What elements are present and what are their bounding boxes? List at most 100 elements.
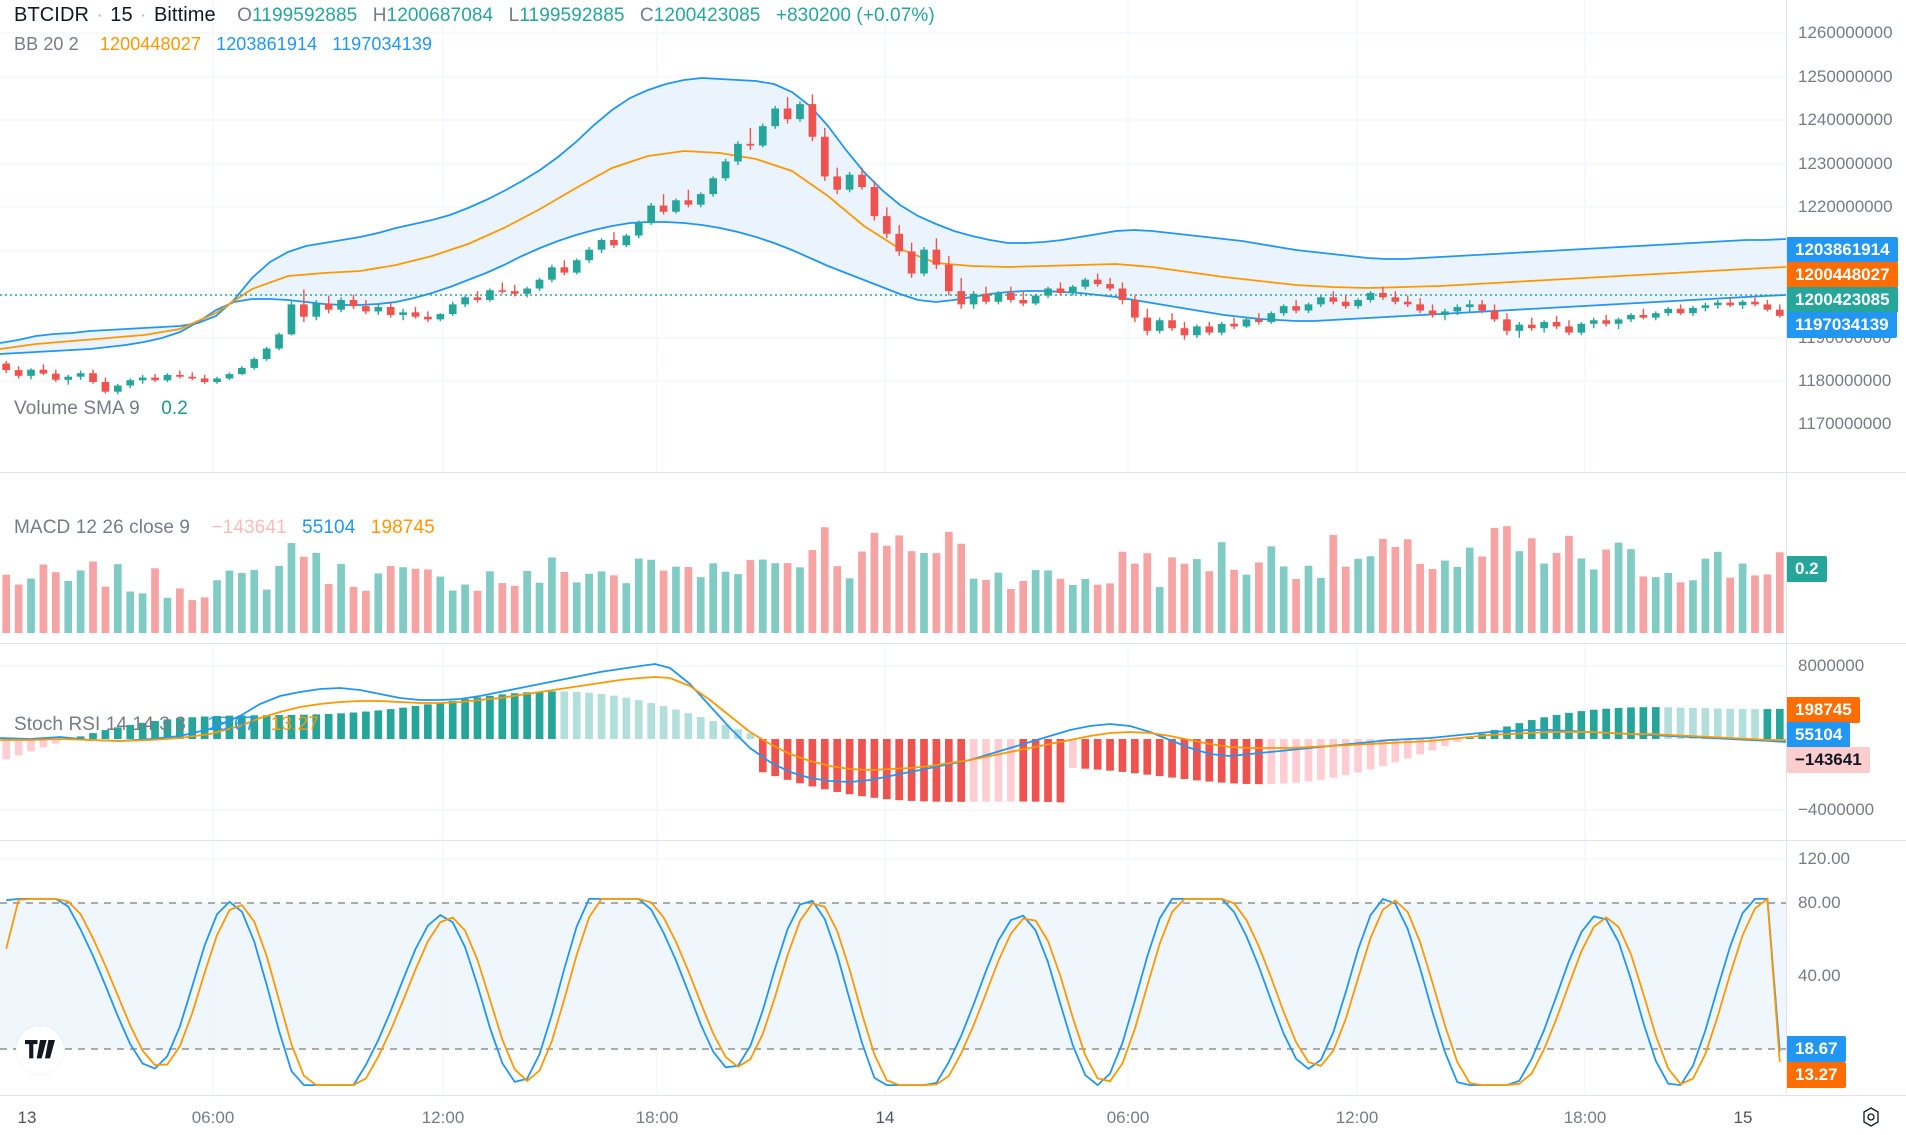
macd-histogram-bar <box>374 710 383 739</box>
volume-bar <box>1193 559 1201 633</box>
macd-chart-svg[interactable] <box>0 644 1786 840</box>
candle-body <box>1354 299 1362 307</box>
candle-body <box>659 205 668 212</box>
candle-body <box>1478 304 1486 311</box>
candle-body <box>1627 314 1635 320</box>
macd-histogram-bar <box>1217 739 1226 783</box>
volume-bar <box>250 569 259 633</box>
volume-bar <box>300 556 308 633</box>
volume-bar <box>1056 578 1065 633</box>
stoch-label[interactable]: Stoch RSI 14 14 3 3 <box>14 714 186 735</box>
pane-divider <box>0 472 1906 473</box>
candle-body <box>1230 323 1238 327</box>
candle-body <box>1664 308 1673 314</box>
volume-label[interactable]: Volume SMA 9 <box>14 398 140 419</box>
session-settings-icon[interactable] <box>1860 1106 1882 1128</box>
volume-axis[interactable]: 0.2 <box>1786 473 1906 643</box>
stoch-rsi-pane[interactable] <box>0 841 1786 1094</box>
macd-histogram-bar <box>672 709 680 739</box>
macd-legend[interactable]: MACD 12 26 close 9 −143641 55104 198745 <box>14 517 435 539</box>
volume-chart-svg[interactable] <box>0 473 1786 643</box>
volume-bar <box>1453 566 1462 633</box>
candle-body <box>1081 279 1090 287</box>
candle-body <box>2 363 11 371</box>
volume-bar <box>1168 557 1176 633</box>
pane-divider <box>0 643 1906 644</box>
macd-histogram-bar <box>126 724 135 739</box>
bb-lower-badge[interactable]: 1197034139 <box>1786 312 1897 338</box>
macd-histogram-bar <box>1031 739 1040 802</box>
volume-bar <box>1763 574 1772 633</box>
candle-body <box>386 307 395 315</box>
tradingview-logo[interactable] <box>16 1026 64 1074</box>
symbol-ticker[interactable]: BTCIDR <box>14 4 90 26</box>
volume-bar <box>1565 535 1573 633</box>
price-pane[interactable] <box>0 0 1786 472</box>
stoch-d-badge[interactable]: 13.27 <box>1786 1062 1846 1088</box>
volume-bar <box>486 571 494 633</box>
macd-histogram-bar <box>213 716 221 739</box>
candle-body <box>1217 323 1226 333</box>
volume-bar <box>932 553 941 633</box>
candle-body <box>27 369 35 376</box>
macd-histogram-bar <box>1019 739 1028 802</box>
volume-value-badge[interactable]: 0.2 <box>1786 556 1827 582</box>
candle-body <box>1540 322 1548 329</box>
candle-body <box>498 290 507 292</box>
bb-upper-badge[interactable]: 1203861914 <box>1786 237 1898 263</box>
volume-bar <box>1155 587 1164 633</box>
bollinger-bands-legend[interactable]: BB 20 2 1200448027 1203861914 1197034139 <box>14 34 432 55</box>
candle-body <box>634 223 643 236</box>
volume-bar <box>1205 571 1214 633</box>
volume-bar <box>1527 538 1536 633</box>
macd-histogram-bar <box>1143 739 1152 775</box>
candle-body <box>1565 326 1573 333</box>
candle-body <box>411 312 420 317</box>
volume-bar <box>374 573 383 633</box>
macd-label[interactable]: MACD 12 26 close 9 <box>14 517 191 538</box>
candle-body <box>820 136 829 177</box>
volume-pane[interactable] <box>0 473 1786 643</box>
macd-line-badge[interactable]: 55104 <box>1786 722 1851 748</box>
candle-body <box>362 306 370 312</box>
volume-bar <box>1180 563 1189 633</box>
candle-body <box>486 290 494 300</box>
price-tick: 1240000000 <box>1798 110 1893 129</box>
volume-bar <box>101 586 110 633</box>
macd-hist-badge[interactable]: −143641 <box>1786 747 1870 773</box>
stoch-tick: 80.00 <box>1798 893 1841 912</box>
symbol-interval[interactable]: 15 <box>110 4 133 26</box>
volume-bar <box>324 584 333 633</box>
volume-bar <box>808 550 817 633</box>
macd-signal-badge[interactable]: 198745 <box>1786 697 1860 723</box>
macd-histogram-bar <box>1292 739 1300 783</box>
bb-label[interactable]: BB 20 2 <box>14 34 79 54</box>
macd-histogram-bar <box>275 715 283 739</box>
price-axis[interactable]: 1270000000 1260000000 1250000000 1240000… <box>1786 0 1906 472</box>
macd-histogram-bar <box>238 715 246 739</box>
candle-body <box>796 104 804 120</box>
last-price-badge[interactable]: 1200423085 <box>1786 287 1898 313</box>
volume-bar <box>982 579 990 633</box>
stoch-rsi-chart-svg[interactable] <box>0 841 1786 1094</box>
stoch-rsi-legend[interactable]: Stoch RSI 14 14 3 3 18.67 13.27 <box>14 714 319 736</box>
volume-bar <box>1403 539 1412 633</box>
time-axis[interactable]: 13 06:00 12:00 18:00 14 06:00 12:00 18:0… <box>0 1095 1906 1135</box>
price-chart-svg[interactable] <box>0 0 1786 472</box>
macd-pane[interactable] <box>0 644 1786 840</box>
stoch-rsi-axis[interactable]: 120.00 80.00 40.00 18.67 13.27 <box>1786 841 1906 1094</box>
macd-histogram-bar <box>1689 707 1697 739</box>
price-legend[interactable]: BTCIDR · 15 · Bittime O1199592885 H12006… <box>14 4 935 27</box>
bb-basis-badge[interactable]: 1200448027 <box>1786 262 1898 288</box>
symbol-exchange[interactable]: Bittime <box>153 4 216 26</box>
stoch-k-badge[interactable]: 18.67 <box>1786 1036 1846 1062</box>
macd-axis[interactable]: 8000000 −4000000 198745 55104 −143641 <box>1786 644 1906 840</box>
macd-histogram-bar <box>1453 739 1462 742</box>
volume-legend[interactable]: Volume SMA 9 0.2 <box>14 398 188 420</box>
volume-bar <box>1379 539 1387 633</box>
stoch-tick: 120.00 <box>1798 849 1850 868</box>
volume-bar <box>895 535 904 633</box>
volume-bar <box>1664 572 1673 633</box>
macd-histogram-bar <box>610 695 618 739</box>
